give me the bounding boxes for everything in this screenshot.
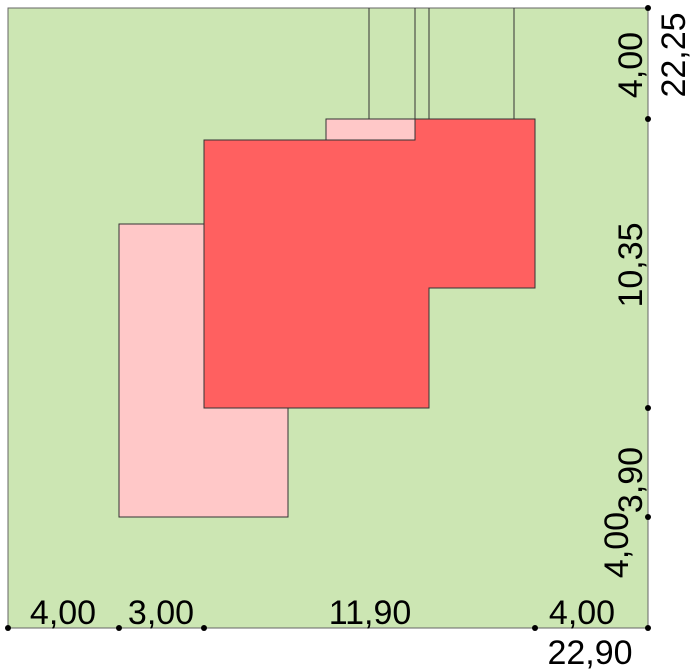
dimension-label: 4,00	[549, 594, 615, 632]
dimension-total: 22,25	[655, 12, 693, 97]
dimension-label: 4,00	[30, 594, 96, 632]
dimension-label: 4,00	[598, 512, 636, 578]
dimension-label: 3,90	[612, 447, 650, 513]
dimension-label: 3,00	[128, 594, 194, 632]
existing-building	[325, 118, 416, 141]
top-lines	[368, 8, 515, 119]
dimension-label: 4,00	[612, 32, 650, 98]
dimension-total: 22,90	[547, 634, 632, 669]
dimension-label: 11,90	[329, 594, 412, 632]
dimension-points	[5, 5, 651, 631]
new-building	[203, 118, 536, 409]
dimension-label: 10,35	[612, 222, 650, 307]
